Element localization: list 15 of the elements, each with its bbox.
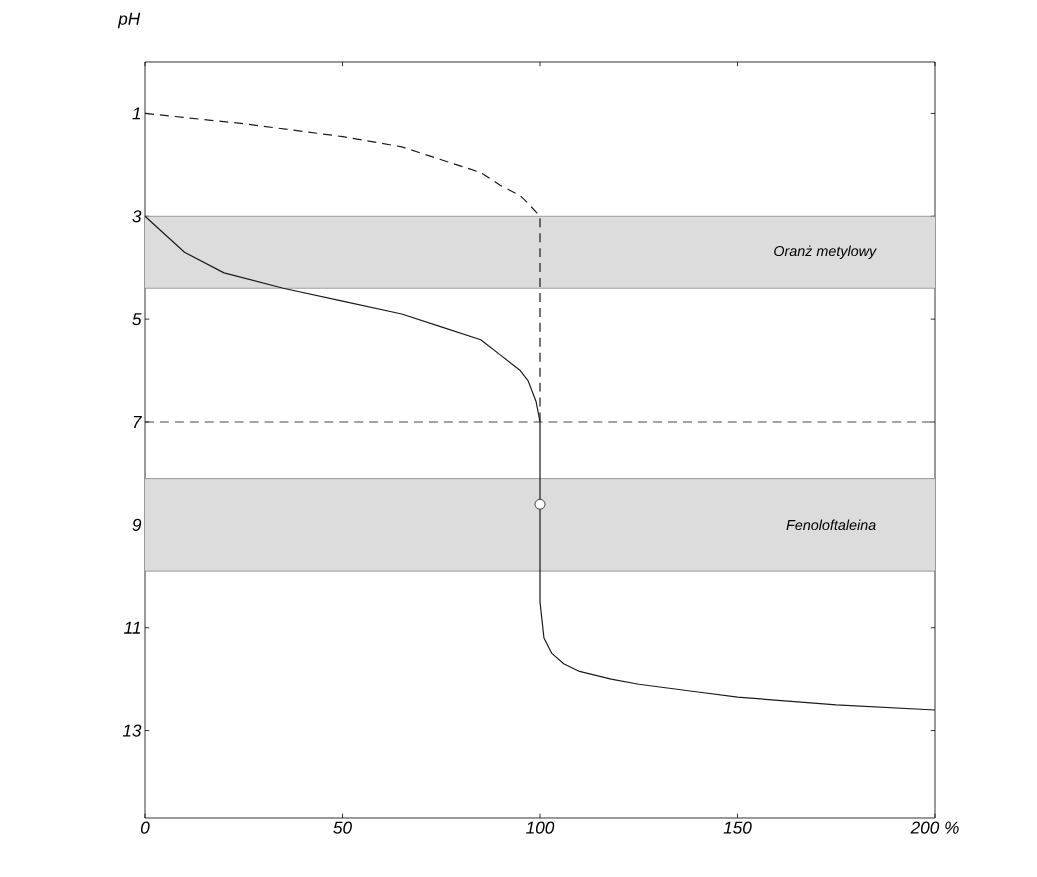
x-tick-label: 100: [526, 821, 555, 834]
band-label: Fenoloftaleina: [786, 519, 876, 531]
band-label: Oranż metylowy: [774, 245, 877, 259]
x-tick-label: 200 %: [910, 821, 959, 834]
y-tick-label: 3: [132, 210, 142, 223]
y-tick-label: 9: [132, 518, 142, 531]
y-tick-label: 11: [124, 621, 141, 634]
y-tick-label: 13: [122, 724, 142, 737]
y-tick-label: 7: [133, 416, 143, 428]
x-tick-label: 150: [723, 821, 752, 834]
x-tick-label: 0: [140, 821, 150, 834]
y-tick-label: 5: [132, 313, 142, 326]
y-axis-title: pH: [117, 12, 141, 29]
y-tick-label: 1: [132, 107, 141, 120]
x-tick-label: 50: [333, 821, 352, 834]
